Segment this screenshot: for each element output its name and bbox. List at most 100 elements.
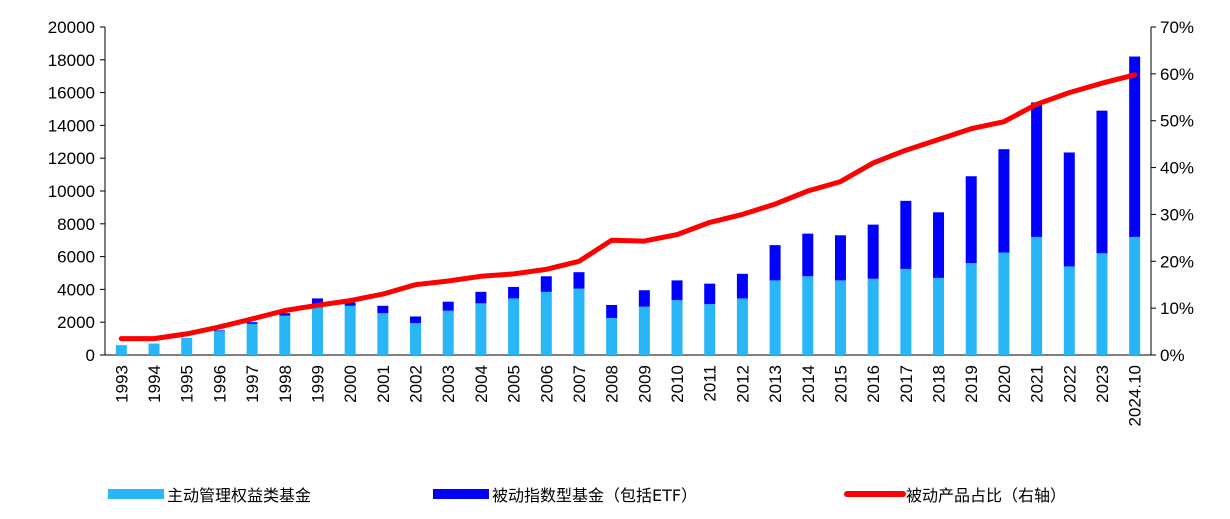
line-point	[642, 239, 646, 243]
x-tick-label: 2011	[701, 365, 720, 402]
bar-active-equity	[377, 313, 389, 355]
bar-passive-index	[1063, 152, 1075, 267]
bar-active-equity	[540, 291, 552, 355]
right-axis-ticks: 0% 10% 20% 30% 40% 50% 60% 70%	[1151, 18, 1194, 365]
x-tick-label: 2010	[668, 365, 687, 403]
bar-passive-index	[1096, 110, 1108, 254]
bar-active-equity	[834, 280, 846, 355]
line-point	[904, 148, 908, 152]
bar-active-equity	[311, 307, 323, 355]
share-line	[118, 72, 1138, 342]
bar-passive-index	[1031, 102, 1043, 237]
legend: 主动管理权益类基金 被动指数型基金（包括ETF） 被动产品占比（右轴）	[108, 486, 1066, 505]
legend-label-active-equity: 主动管理权益类基金	[167, 486, 311, 505]
bar-passive-index	[442, 301, 454, 311]
bar-active-equity	[279, 315, 291, 355]
left-tick-label: 20000	[48, 18, 95, 37]
bar-passive-index	[736, 273, 748, 299]
line-point	[577, 259, 581, 263]
right-tick-label: 10%	[1160, 299, 1194, 318]
right-tick-label: 50%	[1160, 112, 1194, 131]
bar-active-equity	[148, 343, 160, 355]
bar-active-equity	[736, 298, 748, 355]
bar-active-equity	[1129, 236, 1141, 355]
bar-passive-index	[900, 200, 912, 269]
bar-passive-index	[475, 291, 487, 304]
line-point	[119, 337, 123, 341]
x-tick-label: 2004	[472, 365, 491, 403]
bar-passive-index	[933, 212, 945, 278]
x-tick-label: 2022	[1060, 365, 1079, 403]
line-point	[675, 233, 679, 237]
bar-active-equity	[606, 318, 618, 355]
right-tick-label: 40%	[1160, 159, 1194, 178]
x-tick-label: 1996	[210, 365, 229, 403]
left-tick-label: 4000	[57, 280, 95, 299]
x-tick-label: 2013	[766, 365, 785, 403]
line-point	[969, 127, 973, 131]
x-tick-label: 1998	[276, 365, 295, 403]
x-tick-label: 2007	[570, 365, 589, 403]
bar-active-equity	[998, 252, 1010, 355]
bar-passive-index	[998, 149, 1010, 253]
line-point	[381, 292, 385, 296]
bar-active-equity	[213, 331, 225, 355]
line-point	[446, 279, 450, 283]
bar-passive-index	[704, 283, 716, 305]
x-tick-label: 2016	[864, 365, 883, 403]
legend-swatch-passive-index	[433, 489, 489, 499]
bar-passive-index	[540, 276, 552, 292]
bar-active-equity	[246, 323, 258, 355]
line-point	[512, 272, 516, 276]
legend-label-passive-index: 被动指数型基金（包括ETF）	[492, 486, 697, 505]
bar-active-equity	[704, 304, 716, 355]
x-tick-label: 2015	[832, 365, 851, 403]
bar-passive-index	[213, 330, 225, 332]
right-tick-label: 30%	[1160, 205, 1194, 224]
bar-passive-index	[377, 305, 389, 314]
right-tick-label: 70%	[1160, 18, 1194, 37]
bar-passive-index	[410, 316, 422, 324]
line-point	[1035, 102, 1039, 106]
x-tick-label: 2014	[799, 365, 818, 403]
x-tick-label: 1997	[243, 365, 262, 403]
bar-passive-index	[965, 176, 977, 264]
x-tick-label: 2024.10	[1126, 365, 1145, 426]
line-point	[1100, 81, 1104, 85]
bar-active-equity	[475, 303, 487, 355]
bar-passive-index	[867, 224, 879, 279]
bar-active-equity	[638, 306, 650, 355]
bar-active-equity	[900, 268, 912, 355]
series-line-passive-share	[118, 72, 1138, 342]
bar-passive-index	[573, 272, 585, 289]
left-tick-label: 6000	[57, 248, 95, 267]
bars	[115, 56, 1141, 355]
x-tick-label: 2000	[341, 365, 360, 403]
left-tick-label: 16000	[48, 84, 95, 103]
line-point	[348, 299, 352, 303]
bar-passive-index	[638, 290, 650, 307]
left-tick-label: 18000	[48, 51, 95, 70]
bar-passive-index	[344, 302, 356, 306]
left-tick-label: 8000	[57, 215, 95, 234]
bar-active-equity	[769, 280, 781, 355]
x-tick-label: 2001	[374, 365, 393, 403]
bar-active-equity	[410, 323, 422, 355]
bar-active-equity	[115, 345, 127, 355]
x-tick-label: 2003	[439, 365, 458, 403]
right-tick-label: 20%	[1160, 252, 1194, 271]
x-axis-tick-labels: 1993 1994 1995 1996 1997 1998 1999 2000 2001 2002…	[112, 365, 1144, 426]
bar-active-equity	[442, 310, 454, 355]
right-tick-label: 60%	[1160, 65, 1194, 84]
line-point	[544, 267, 548, 271]
x-tick-label: 1999	[309, 365, 328, 403]
line-point	[871, 161, 875, 165]
right-tick-label: 0%	[1160, 346, 1185, 365]
line-point	[740, 212, 744, 216]
x-tick-label: 2005	[505, 365, 524, 403]
bar-active-equity	[344, 305, 356, 355]
x-tick-label: 2017	[897, 365, 916, 403]
line-point	[185, 332, 189, 336]
bar-active-equity	[1096, 253, 1108, 355]
